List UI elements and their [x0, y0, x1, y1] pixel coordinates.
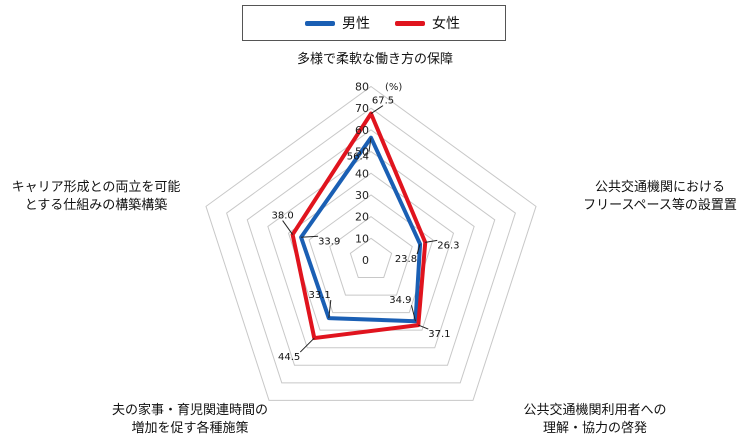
legend-swatch-female: [395, 20, 425, 26]
data-label-male-0: 56.4: [347, 152, 369, 163]
leader-line-female-4: [282, 220, 294, 235]
series-line-male: [299, 135, 423, 324]
axis-label-1-line-1: フリースペース等の設置置: [583, 197, 737, 213]
data-label-female-0: 67.5: [372, 96, 394, 107]
tick-label-20: 20: [355, 211, 369, 224]
tick-label-70: 70: [355, 102, 369, 115]
leader-line-male-0: [368, 137, 372, 152]
grid-ring-60: [246, 129, 496, 366]
data-label-female-1: 26.3: [437, 240, 459, 251]
unit-label: (%): [385, 82, 402, 93]
grid-ring-10: [349, 237, 393, 279]
leader-line-female-3: [299, 337, 315, 353]
data-label-female-4: 38.0: [271, 211, 293, 222]
data-label-male-3: 33.1: [309, 290, 331, 301]
axis-label-4-line-0: キャリア形成との両立を可能: [12, 180, 181, 195]
grid-ring-80: [205, 85, 537, 401]
data-label-male-2: 34.9: [389, 295, 411, 306]
tick-label-0: 0: [362, 254, 369, 267]
tick-label-30: 30: [355, 189, 369, 202]
tick-label-40: 40: [355, 167, 369, 180]
legend-item-female: 女性: [395, 14, 460, 32]
axis-label-4-line-1: とする仕組みの構築構築: [25, 198, 168, 213]
axis-label-2-line-0: 公共交通機関利用者への: [523, 402, 666, 418]
leader-line-female-1: [425, 239, 438, 243]
grid-ring-70: [226, 107, 516, 384]
legend-label-male: 男性: [342, 16, 370, 32]
tick-label-50: 50: [355, 146, 369, 159]
leader-line-male-1: [416, 243, 421, 255]
tick-label-60: 60: [355, 124, 369, 137]
series-line-female: [290, 111, 428, 341]
axis-label-2-line-1: 理解・協力の啓発: [543, 421, 647, 436]
leader-line-male-2: [411, 305, 416, 322]
legend-swatch-male: [305, 20, 335, 26]
leader-line-male-3: [328, 300, 332, 319]
leader-line-female-2: [418, 324, 429, 330]
legend-item-male: 男性: [305, 14, 370, 32]
axis-label-0-line-0: 多様で柔軟な働き方の保障: [297, 51, 453, 67]
leader-line-female-0: [370, 105, 384, 115]
leader-line-male-4: [301, 235, 319, 238]
grid-ring-20: [329, 216, 413, 296]
legend: 男性 女性: [242, 5, 506, 41]
tick-label-10: 10: [355, 232, 369, 245]
data-label-male-1: 23.8: [395, 254, 417, 265]
axis-label-3-line-0: 夫の家事・育児関連時間の: [112, 402, 268, 418]
grid-ring-50: [267, 150, 475, 349]
data-label-female-2: 37.1: [428, 329, 450, 340]
legend-label-female: 女性: [432, 16, 460, 32]
data-label-male-4: 33.9: [318, 236, 340, 247]
data-label-female-3: 44.5: [278, 352, 300, 363]
axis-label-3-line-1: 増加を促す各種施策: [131, 420, 248, 436]
tick-label-80: 80: [355, 81, 369, 94]
axis-label-1-line-0: 公共交通機関における: [595, 179, 725, 195]
